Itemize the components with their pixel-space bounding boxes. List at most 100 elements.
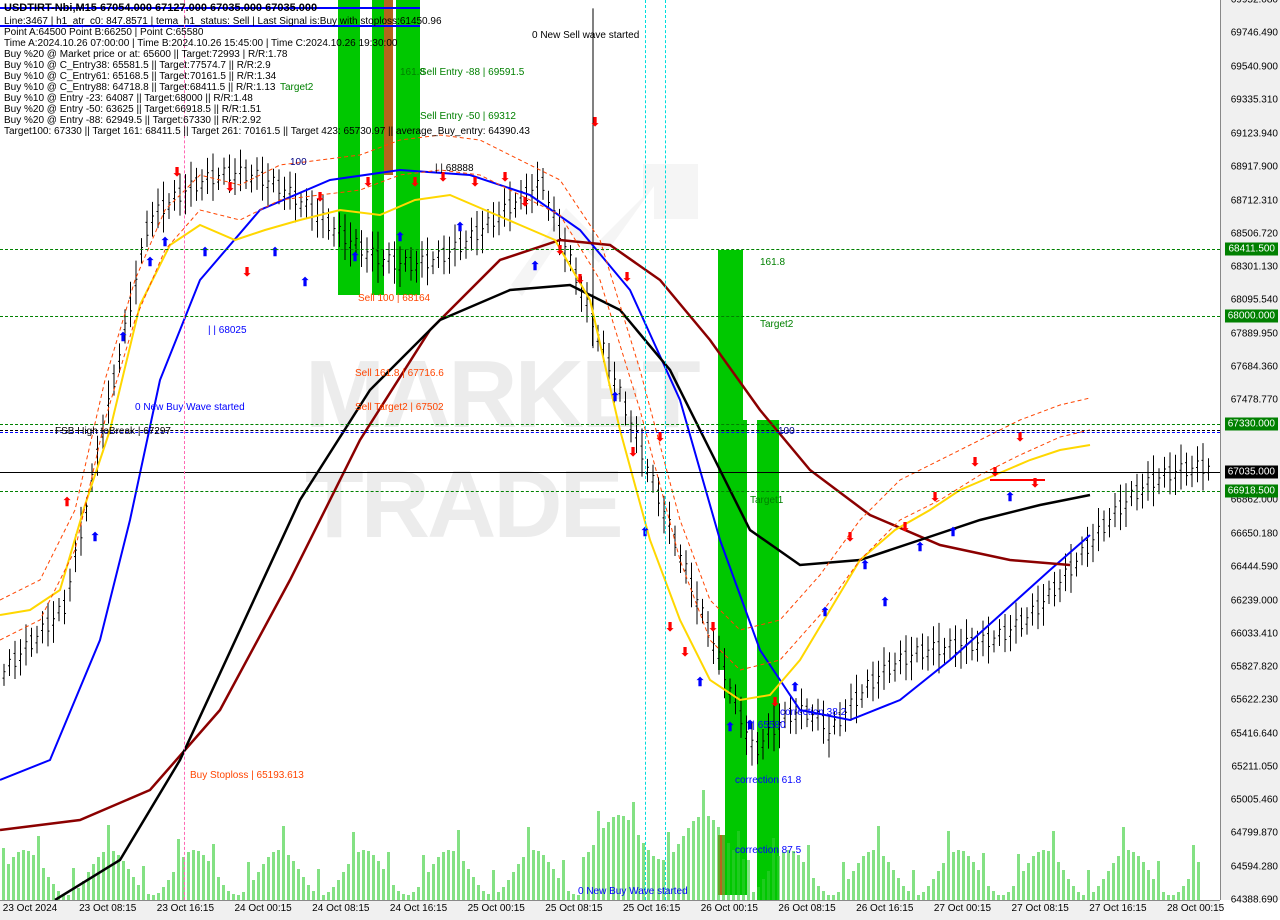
x-tick: 27 Oct 16:15: [1089, 903, 1146, 914]
volume-bar: [752, 892, 755, 900]
x-tick: 26 Oct 16:15: [856, 903, 913, 914]
volume-bar: [1032, 856, 1035, 900]
volume-bar: [1177, 892, 1180, 900]
arrow-down-icon: ⬇: [680, 645, 690, 659]
volume-bar: [842, 862, 845, 900]
y-tick: 64388.690: [1231, 895, 1278, 906]
x-axis: 23 Oct 202423 Oct 08:1523 Oct 16:1524 Oc…: [0, 900, 1220, 920]
volume-bar: [142, 866, 145, 900]
volume-bar: [192, 850, 195, 900]
volume-bar: [387, 852, 390, 900]
volume-bar: [1127, 850, 1130, 900]
chart-label: correction 38.2: [780, 707, 846, 718]
chart-label: 100: [778, 426, 795, 437]
arrow-down-icon: ⬇: [470, 175, 480, 189]
arrow-down-icon: ⬇: [665, 620, 675, 634]
volume-bar: [162, 887, 165, 900]
volume-bar: [1067, 879, 1070, 900]
volume-bar: [567, 891, 570, 900]
chart-label: 161.8: [760, 257, 785, 268]
arrow-up-icon: ⬆: [350, 250, 360, 264]
volume-bar: [877, 826, 880, 900]
info-line: Buy %20 @ Entry -50: 63625 || Target:669…: [4, 104, 530, 115]
arrow-up-icon: ⬆: [820, 605, 830, 619]
volume-bar: [372, 855, 375, 900]
watermark-logo-icon: [500, 142, 720, 362]
volume-bar: [72, 868, 75, 900]
volume-bar: [132, 877, 135, 900]
volume-bar: [37, 836, 40, 900]
arrow-down-icon: ⬇: [900, 520, 910, 534]
x-tick: 24 Oct 08:15: [312, 903, 369, 914]
volume-bar: [922, 892, 925, 900]
volume-bar: [517, 864, 520, 900]
y-tick: 69335.310: [1231, 94, 1278, 105]
volume-bar: [1077, 892, 1080, 900]
volume-bar: [1162, 892, 1165, 900]
volume-bar: [187, 852, 190, 900]
chart-label: Buy Stoploss | 65193.613: [190, 770, 304, 781]
volume-bar: [547, 862, 550, 900]
x-tick: 25 Oct 16:15: [623, 903, 680, 914]
volume-bar: [782, 852, 785, 900]
volume-bar: [282, 826, 285, 900]
y-tick: 64799.870: [1231, 828, 1278, 839]
arrow-down-icon: ⬇: [770, 695, 780, 709]
y-tick: 69540.900: [1231, 61, 1278, 72]
volume-bar: [457, 830, 460, 900]
arrow-down-icon: ⬇: [970, 455, 980, 469]
chart-label: | | 68025: [208, 325, 247, 336]
volume-bar: [317, 869, 320, 900]
volume-bar: [472, 877, 475, 900]
y-tick: 65416.640: [1231, 728, 1278, 739]
x-tick: 26 Oct 00:15: [701, 903, 758, 914]
volume-bar: [1017, 854, 1020, 900]
volume-bar: [77, 888, 80, 900]
y-tick: 69746.490: [1231, 28, 1278, 39]
volume-bar: [107, 825, 110, 900]
chart-label: 0 New Buy Wave started: [135, 402, 245, 413]
x-tick: 24 Oct 16:15: [390, 903, 447, 914]
volume-bar: [797, 855, 800, 900]
arrow-down-icon: ⬇: [242, 265, 252, 279]
chart-title: USDTIRT-Nbi,M15 67054.000 67127.000 6703…: [4, 2, 317, 14]
arrow-down-icon: ⬇: [500, 170, 510, 184]
volume-bar: [757, 887, 760, 900]
arrow-up-icon: ⬆: [610, 390, 620, 404]
arrow-down-icon: ⬇: [315, 190, 325, 204]
volume-bar: [337, 880, 340, 900]
volume-bar: [737, 831, 740, 900]
arrow-down-icon: ⬇: [1030, 476, 1040, 490]
volume-bar: [262, 864, 265, 900]
volume-bar: [777, 856, 780, 900]
h-line: [0, 432, 1220, 433]
volume-bar: [292, 861, 295, 900]
volume-bar: [482, 891, 485, 900]
y-tick: 69123.940: [1231, 128, 1278, 139]
volume-bar: [12, 857, 15, 900]
volume-bar: [897, 878, 900, 900]
info-line: Buy %10 @ C_Entry61: 65168.5 || Target:7…: [4, 71, 530, 82]
volume-bar: [97, 857, 100, 900]
y-tick: 65622.230: [1231, 695, 1278, 706]
volume-bar: [1137, 856, 1140, 900]
volume-bar: [92, 864, 95, 900]
arrow-up-icon: ⬆: [118, 330, 128, 344]
volume-bar: [297, 869, 300, 900]
chart-area[interactable]: MARKET TRADE ⬆⬆⬆⬆⬆⬇⬆⬇⬇⬆⬆⬇⬆⬇⬆⬇⬇⬆⬇⬇⬇⬆⬇⬇⬇⬆⬇…: [0, 0, 1220, 900]
volume-bar: [512, 872, 515, 900]
volume-bar: [692, 821, 695, 900]
volume-bar: [1152, 879, 1155, 900]
volume-bar: [962, 851, 965, 900]
y-tick: 68506.720: [1231, 228, 1278, 239]
v-line: [645, 0, 646, 900]
y-tick: 64594.280: [1231, 861, 1278, 872]
volume-bar: [27, 851, 30, 900]
volume-bar: [137, 885, 140, 900]
info-line: Buy %10 @ Entry -23: 64087 || Target:680…: [4, 93, 530, 104]
y-tick: 68712.310: [1231, 195, 1278, 206]
volume-bar: [437, 857, 440, 900]
chart-label: correction 61.8: [735, 775, 801, 786]
green-block: [757, 420, 779, 900]
volume-bar: [347, 864, 350, 900]
